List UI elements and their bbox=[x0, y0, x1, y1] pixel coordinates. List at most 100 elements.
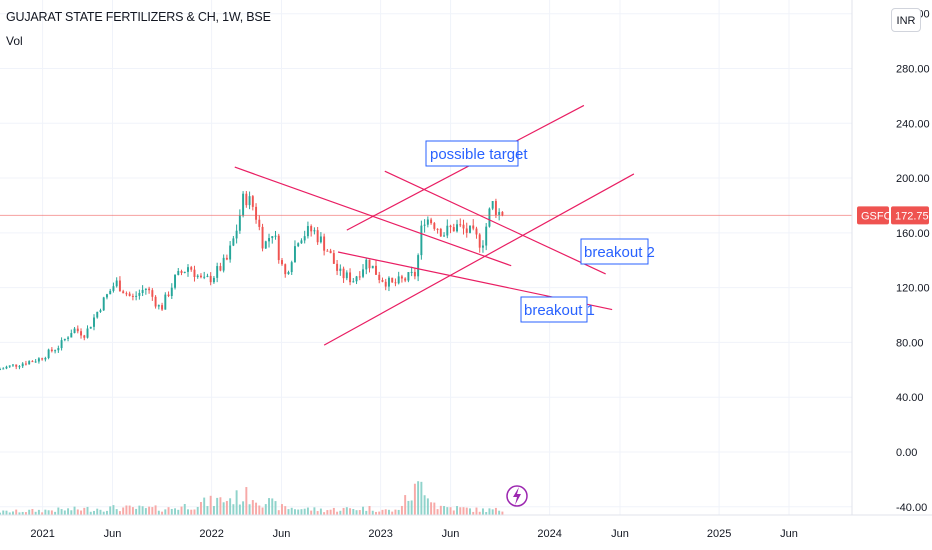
volume-bar bbox=[469, 508, 471, 515]
candle-body bbox=[131, 295, 134, 297]
volume-bar bbox=[206, 506, 209, 515]
candle-body bbox=[41, 358, 44, 360]
candle-body bbox=[481, 245, 484, 248]
volume-bar bbox=[67, 508, 70, 515]
time-axis-label: Jun bbox=[442, 528, 460, 540]
lightning-icon[interactable] bbox=[506, 485, 528, 507]
volume-bar bbox=[157, 510, 160, 515]
candle-body bbox=[115, 280, 118, 287]
candle-body bbox=[24, 363, 27, 365]
candle-body bbox=[60, 340, 63, 349]
candle-body bbox=[271, 236, 274, 239]
volume-bar bbox=[371, 510, 374, 515]
volume-bar bbox=[349, 508, 352, 515]
volume-bar bbox=[144, 508, 147, 515]
volume-bar bbox=[102, 511, 105, 515]
volume-bar bbox=[274, 501, 277, 515]
candle-body bbox=[128, 293, 131, 296]
price-tag-symbol: GSFC bbox=[861, 210, 892, 222]
currency-button[interactable]: INR bbox=[891, 8, 921, 32]
volume-bar bbox=[135, 508, 138, 515]
volume-bar bbox=[167, 507, 170, 515]
candle-body bbox=[310, 226, 313, 232]
candle-body bbox=[258, 219, 261, 227]
volume-bar bbox=[290, 507, 293, 515]
candle-body bbox=[274, 235, 277, 237]
volume-bar bbox=[498, 510, 501, 515]
chart-title: GUJARAT STATE FERTILIZERS & CH, 1W, BSE bbox=[6, 10, 271, 24]
candle-body bbox=[449, 225, 452, 228]
volume-bar bbox=[112, 505, 115, 515]
candle-body bbox=[268, 238, 271, 242]
price-tag: GSFC 172.75 bbox=[857, 206, 929, 225]
volume-bar bbox=[381, 509, 384, 515]
candle-body bbox=[8, 365, 11, 367]
price-axis-label: -40.00 bbox=[896, 502, 927, 514]
volume-bar bbox=[475, 507, 478, 515]
candle-body bbox=[125, 293, 128, 295]
volume-bar bbox=[73, 506, 76, 515]
volume-bar bbox=[456, 506, 458, 515]
candle-body bbox=[339, 268, 342, 271]
time-axis[interactable]: 2021 Jun 2022 Jun 2023 Jun 2024 Jun 2025 Jun bbox=[30, 528, 798, 540]
price-axis[interactable]: 320.00280.00240.00200.00160.00120.0080.0… bbox=[896, 9, 930, 514]
candle-body bbox=[11, 364, 14, 366]
candle-body bbox=[426, 219, 429, 225]
volume-bar bbox=[54, 511, 57, 515]
candle-body bbox=[18, 366, 21, 368]
volume-bar bbox=[258, 505, 261, 515]
volume-bar bbox=[313, 507, 316, 515]
volume-bar bbox=[118, 511, 121, 515]
volume-bar bbox=[164, 509, 167, 515]
candle-body bbox=[21, 363, 24, 367]
volume-bar bbox=[105, 510, 108, 515]
volume-indicator-label[interactable]: Vol bbox=[6, 34, 23, 48]
volume-bar bbox=[174, 508, 177, 515]
volume-bar bbox=[478, 511, 481, 515]
volume-bar bbox=[339, 510, 342, 515]
candle-body bbox=[417, 255, 420, 277]
candle-body bbox=[167, 294, 170, 297]
candle-body bbox=[287, 272, 290, 275]
candle-body bbox=[50, 349, 53, 352]
candle-body bbox=[2, 368, 5, 370]
candle-body bbox=[488, 208, 491, 227]
volume-bar bbox=[251, 500, 254, 515]
candle-body bbox=[118, 280, 121, 292]
candle-body bbox=[394, 282, 397, 284]
volume-bar bbox=[225, 500, 228, 515]
volume-bar bbox=[345, 507, 348, 515]
volume-bar bbox=[60, 509, 63, 515]
volume-bar bbox=[96, 508, 99, 515]
candle-body bbox=[365, 259, 368, 270]
candle-body bbox=[297, 243, 300, 247]
volume-bar bbox=[491, 509, 494, 515]
candle-body bbox=[443, 235, 446, 237]
volume-bar bbox=[488, 508, 491, 515]
candle-body bbox=[475, 228, 478, 235]
volume-bar bbox=[99, 509, 102, 515]
annotation-breakout-2[interactable]: breakout 2 bbox=[580, 238, 655, 265]
candle-body bbox=[193, 269, 196, 277]
annotation-possible-target[interactable]: possible target bbox=[425, 140, 528, 167]
candle-body bbox=[209, 275, 212, 283]
volume-bar bbox=[400, 505, 403, 515]
trendlines[interactable] bbox=[234, 104, 635, 346]
price-candles bbox=[0, 191, 504, 371]
candle-body bbox=[44, 357, 47, 360]
volume-bar bbox=[358, 510, 361, 515]
price-axis-label: 160.00 bbox=[896, 228, 930, 240]
time-axis-label: Jun bbox=[273, 528, 291, 540]
volume-bar bbox=[212, 506, 215, 515]
price-axis-label: 120.00 bbox=[896, 283, 930, 295]
volume-bar bbox=[355, 510, 358, 515]
price-axis-label: 40.00 bbox=[896, 392, 924, 404]
candle-body bbox=[170, 287, 173, 297]
volume-bar bbox=[170, 508, 173, 515]
volume-bar bbox=[306, 507, 309, 515]
annotation-breakout-1[interactable]: breakout 1 bbox=[520, 296, 595, 323]
volume-bar bbox=[423, 495, 426, 515]
volume-bar bbox=[472, 511, 475, 515]
volume-bar bbox=[342, 507, 345, 515]
